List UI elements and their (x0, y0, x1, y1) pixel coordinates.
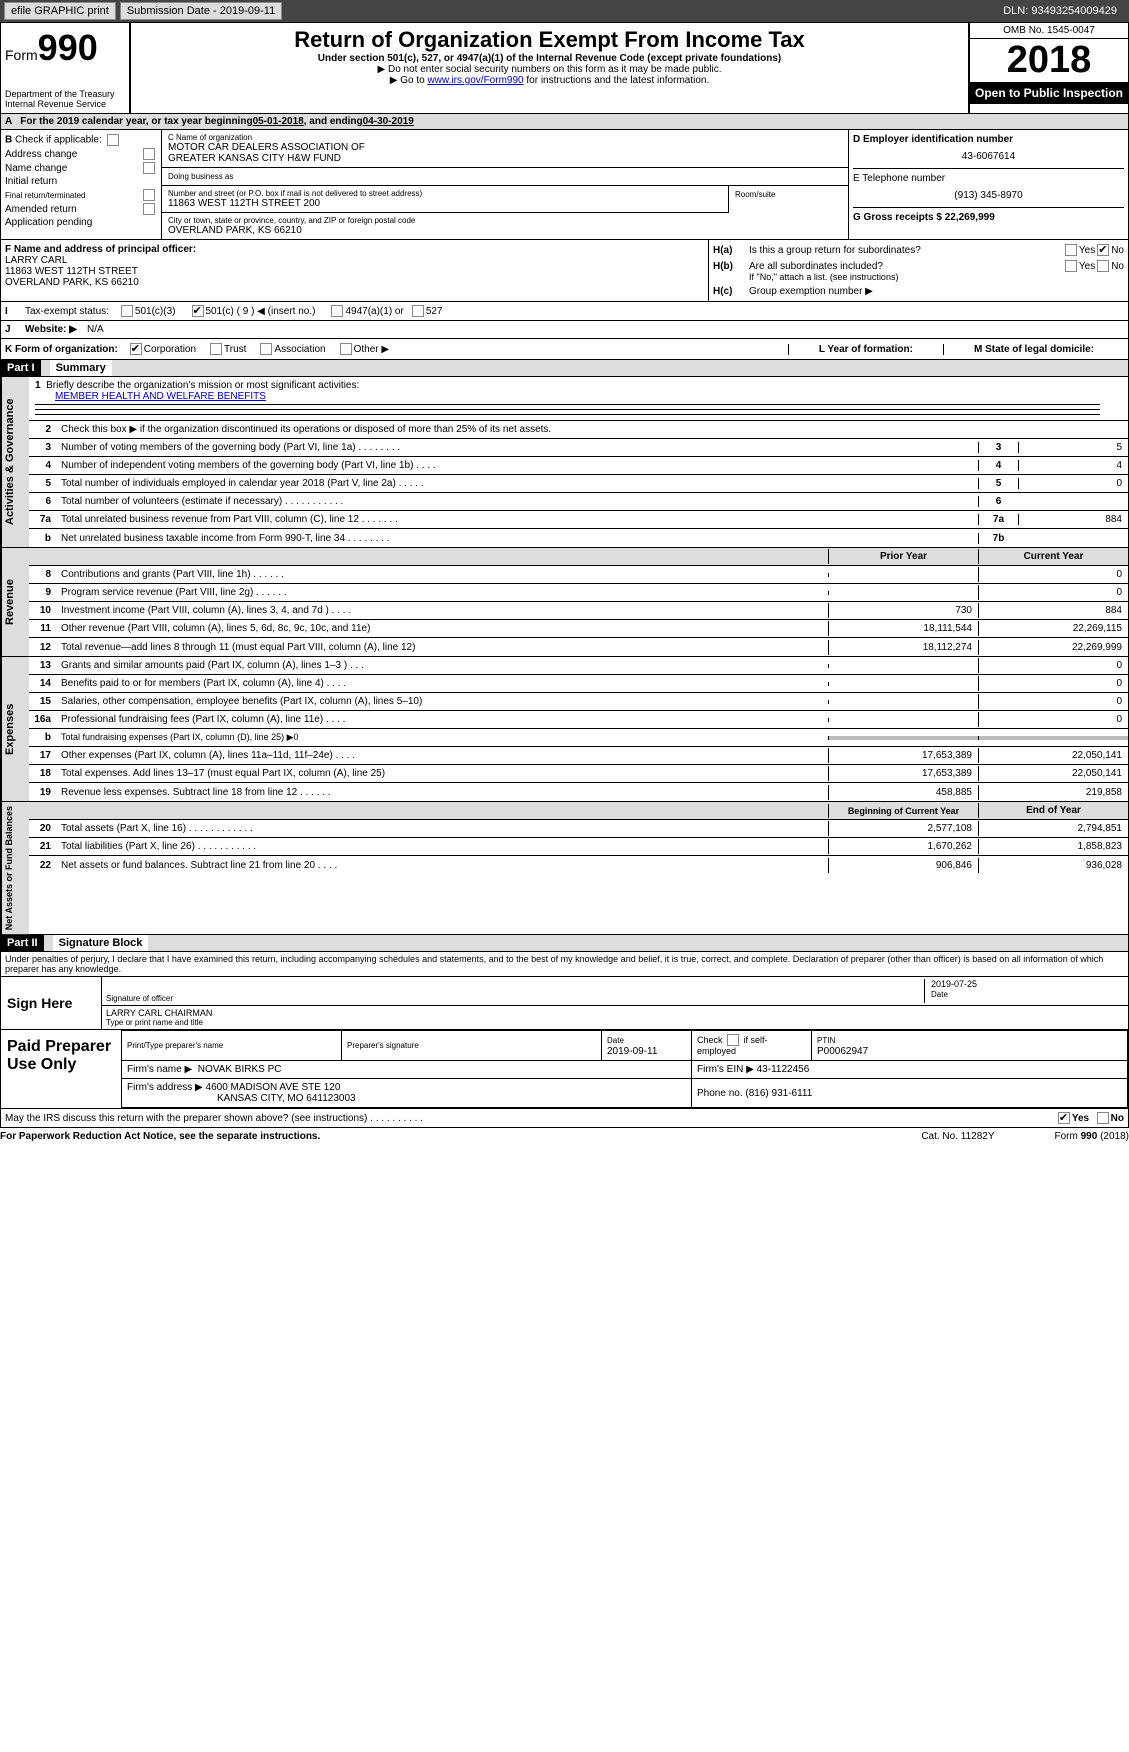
checkbox-icon[interactable] (143, 203, 155, 215)
part-ii-header: Part II Signature Block (0, 935, 1129, 952)
officer-name: LARRY CARL (5, 255, 704, 266)
row-k: K Form of organization: Corporation Trus… (0, 339, 1129, 360)
note-goto: ▶ Go to www.irs.gov/Form990 for instruct… (135, 75, 964, 86)
officer-name-title: LARRY CARL CHAIRMAN (106, 1008, 1124, 1018)
row-j: J Website: ▶ N/A (0, 321, 1129, 339)
form-title: Return of Organization Exempt From Incom… (135, 27, 964, 53)
firm-name: NOVAK BIRKS PC (198, 1064, 282, 1075)
checkbox-icon[interactable] (1065, 244, 1077, 256)
col-c: C Name of organization MOTOR CAR DEALERS… (161, 130, 848, 239)
perjury-text: Under penalties of perjury, I declare th… (0, 952, 1129, 977)
checkbox-checked-icon[interactable] (192, 305, 204, 317)
activities-governance-section: Activities & Governance 1 Briefly descri… (0, 377, 1129, 548)
side-label-activities: Activities & Governance (1, 377, 29, 547)
efile-button[interactable]: efile GRAPHIC print (4, 2, 116, 20)
irs-link[interactable]: www.irs.gov/Form990 (427, 75, 523, 86)
row-i: I Tax-exempt status: 501(c)(3) 501(c) ( … (0, 302, 1129, 321)
dln-label: DLN: 93493254009429 (1003, 5, 1117, 17)
expenses-section: Expenses 13Grants and similar amounts pa… (0, 657, 1129, 802)
checkbox-icon[interactable] (260, 343, 272, 355)
checkbox-icon[interactable] (107, 134, 119, 146)
side-label-revenue: Revenue (1, 548, 29, 656)
gross-receipts: G Gross receipts $ 22,269,999 (853, 207, 1124, 223)
ptin-value: P00062947 (817, 1046, 868, 1057)
sign-here-label: Sign Here (1, 977, 101, 1029)
street-address: 11863 WEST 112TH STREET 200 (168, 198, 722, 209)
paid-preparer-label: Paid Preparer Use Only (1, 1030, 121, 1108)
mission-text: MEMBER HEALTH AND WELFARE BENEFITS (55, 391, 266, 402)
org-name: MOTOR CAR DEALERS ASSOCIATION OF (168, 142, 842, 153)
checkbox-icon[interactable] (1097, 1112, 1109, 1124)
may-irs-row: May the IRS discuss this return with the… (0, 1109, 1129, 1128)
form-number: Form990 (5, 27, 125, 69)
side-label-netassets: Net Assets or Fund Balances (1, 802, 29, 934)
checkbox-icon[interactable] (412, 305, 424, 317)
col-b: B Check if applicable: Address change Na… (1, 130, 161, 239)
checkbox-icon[interactable] (331, 305, 343, 317)
ein-value: 43-6067614 (853, 151, 1124, 162)
side-label-expenses: Expenses (1, 657, 29, 801)
checkbox-icon[interactable] (143, 162, 155, 174)
revenue-section: Revenue Prior YearCurrent Year 8Contribu… (0, 548, 1129, 657)
block-bcd: B Check if applicable: Address change Na… (0, 130, 1129, 240)
checkbox-checked-icon[interactable] (1058, 1112, 1070, 1124)
row-a: A For the 2019 calendar year, or tax yea… (0, 114, 1129, 130)
checkbox-checked-icon[interactable] (130, 343, 142, 355)
topbar: efile GRAPHIC print Submission Date - 20… (0, 0, 1129, 22)
footer: For Paperwork Reduction Act Notice, see … (0, 1128, 1129, 1145)
checkbox-icon[interactable] (340, 343, 352, 355)
checkbox-icon[interactable] (143, 189, 155, 201)
open-to-public: Open to Public Inspection (970, 82, 1128, 104)
col-d: D Employer identification number 43-6067… (848, 130, 1128, 239)
city-state-zip: OVERLAND PARK, KS 66210 (168, 225, 842, 236)
checkbox-icon[interactable] (1097, 260, 1109, 272)
part-i-header: Part I Summary (0, 360, 1129, 377)
checkbox-icon[interactable] (143, 148, 155, 160)
checkbox-icon[interactable] (727, 1034, 739, 1046)
omb-number: OMB No. 1545-0047 (970, 23, 1128, 39)
paid-preparer-block: Paid Preparer Use Only Print/Type prepar… (0, 1030, 1129, 1109)
sign-here-block: Sign Here Signature of officer 2019-07-2… (0, 977, 1129, 1030)
checkbox-checked-icon[interactable] (1097, 244, 1109, 256)
checkbox-icon[interactable] (121, 305, 133, 317)
submission-date-button[interactable]: Submission Date - 2019-09-11 (120, 2, 282, 20)
checkbox-icon[interactable] (1065, 260, 1077, 272)
telephone: (913) 345-8970 (853, 190, 1124, 201)
form-footer-label: Form 990 (2018) (1055, 1131, 1129, 1142)
dept-treasury: Department of the Treasury Internal Reve… (5, 89, 125, 109)
form-subtitle: Under section 501(c), 527, or 4947(a)(1)… (135, 53, 964, 64)
tax-year: 2018 (970, 39, 1128, 82)
netassets-section: Net Assets or Fund Balances Beginning of… (0, 802, 1129, 935)
block-fh: F Name and address of principal officer:… (0, 240, 1129, 302)
form-header: Form990 Department of the Treasury Inter… (0, 22, 1129, 114)
note-ssn: ▶ Do not enter social security numbers o… (135, 64, 964, 75)
checkbox-icon[interactable] (210, 343, 222, 355)
